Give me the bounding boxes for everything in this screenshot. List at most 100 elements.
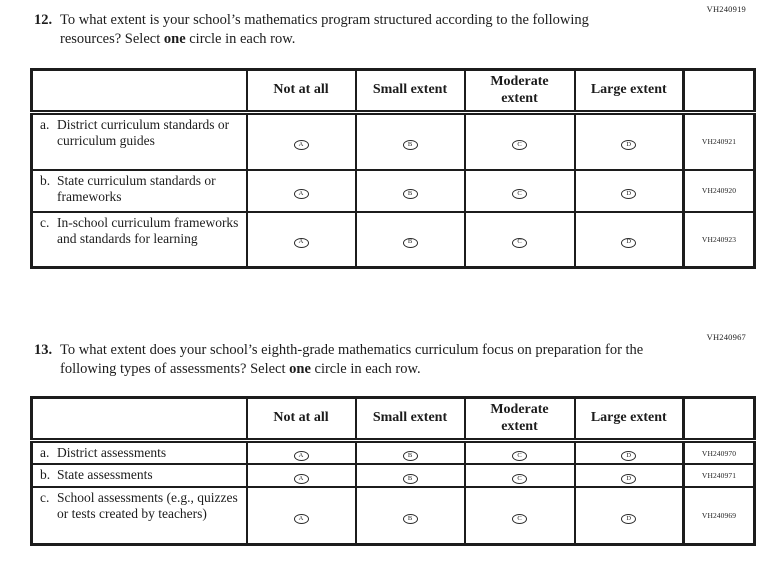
row-letter: c. — [40, 214, 50, 230]
question-13-table: Not at all Small extent Moderate extent … — [30, 396, 756, 547]
option-cell: D — [573, 210, 685, 269]
answer-bubble-b[interactable]: B — [402, 451, 418, 462]
question-12-table: Not at all Small extent Moderate extent … — [30, 68, 756, 269]
row-letter: a. — [40, 117, 50, 132]
header-moderate-extent: Moderate extent — [463, 68, 576, 115]
question-12-text-bold: one — [163, 30, 186, 47]
answer-bubble-b[interactable]: B — [402, 140, 418, 150]
row-code: VH240971 — [682, 463, 756, 488]
header-large-extent: Large extent — [573, 396, 685, 443]
option-cell: A — [245, 168, 357, 213]
row-code: VH240969 — [682, 485, 756, 546]
table-row: c. In-school curriculum frameworks and st… — [30, 210, 756, 269]
answer-bubble-a[interactable]: A — [293, 451, 309, 462]
option-cell: C — [463, 111, 576, 171]
row-letter: a. — [40, 445, 50, 460]
answer-bubble-a[interactable]: A — [293, 237, 309, 248]
header-not-at-all: Not at all — [245, 396, 357, 443]
question-13-number: 13. — [34, 342, 53, 358]
option-cell: B — [354, 485, 466, 546]
row-label: State curriculum standards or frameworks — [57, 172, 216, 204]
answer-bubble-a[interactable]: A — [293, 513, 309, 524]
answer-bubble-c[interactable]: C — [512, 473, 527, 484]
table-row: a. District assessments A B C D VH240970 — [30, 439, 756, 466]
row-letter: c. — [40, 489, 50, 505]
header-blank — [30, 68, 248, 115]
option-cell: D — [573, 168, 685, 213]
answer-bubble-a[interactable]: A — [293, 140, 309, 150]
row-label: District curriculum standards or curricu… — [57, 117, 230, 149]
answer-bubble-d[interactable]: D — [621, 140, 637, 150]
option-cell: D — [573, 439, 685, 466]
row-code: VH240920 — [682, 168, 756, 213]
answer-bubble-c[interactable]: C — [512, 451, 527, 462]
header-blank — [30, 396, 248, 443]
answer-bubble-a[interactable]: A — [293, 473, 309, 484]
row-letter: b. — [40, 172, 51, 188]
option-cell: B — [354, 210, 466, 269]
answer-bubble-d[interactable]: D — [621, 237, 637, 248]
row-label: In-school curriculum frameworks and stan… — [57, 214, 239, 246]
header-moderate-extent: Moderate extent — [463, 396, 576, 443]
form-code-q13: VH240967 — [706, 332, 746, 342]
option-cell: B — [354, 463, 466, 488]
option-cell: A — [245, 485, 357, 546]
question-12: 12. To what extent is your school’s math… — [34, 11, 644, 48]
option-cell: C — [463, 168, 576, 213]
table-row: b. State assessments A B C D VH240971 — [30, 463, 756, 488]
row-label: School assessments (e.g., quizzes or tes… — [57, 489, 238, 522]
table-row: a. District curriculum standards or curri… — [30, 111, 756, 171]
answer-bubble-a[interactable]: A — [293, 188, 309, 199]
option-cell: D — [573, 111, 685, 171]
answer-bubble-c[interactable]: C — [512, 140, 527, 150]
answer-bubble-d[interactable]: D — [621, 188, 637, 199]
header-code-blank — [682, 68, 756, 115]
row-label: State assessments — [57, 467, 153, 483]
row-label-cell: a. District curriculum standards or curri… — [30, 111, 248, 171]
option-cell: A — [245, 210, 357, 269]
header-small-extent: Small extent — [354, 68, 466, 115]
header-not-at-all: Not at all — [245, 68, 357, 115]
answer-bubble-c[interactable]: C — [512, 513, 527, 524]
option-cell: B — [354, 168, 466, 213]
question-13: 13. To what extent does your school’s ei… — [34, 341, 644, 378]
option-cell: A — [245, 463, 357, 488]
answer-bubble-d[interactable]: D — [621, 513, 637, 524]
question-12-text: To what extent is your school’s mathemat… — [60, 11, 644, 48]
option-cell: B — [354, 111, 466, 171]
row-code: VH240921 — [682, 111, 756, 171]
answer-bubble-b[interactable]: B — [402, 473, 418, 484]
question-12-number: 12. — [34, 12, 53, 28]
question-12-text-pre: To what extent is your school’s mathemat… — [60, 12, 589, 47]
question-13-text-post: circle in each row. — [310, 360, 421, 377]
row-code: VH240923 — [682, 210, 756, 269]
row-label-cell: a. District assessments — [30, 439, 248, 466]
answer-bubble-c[interactable]: C — [512, 237, 527, 248]
answer-bubble-b[interactable]: B — [402, 237, 418, 248]
answer-bubble-d[interactable]: D — [621, 473, 637, 484]
table-header-row: Not at all Small extent Moderate extent … — [30, 68, 756, 115]
question-13-text-bold: one — [289, 360, 311, 377]
table-row: c. School assessments (e.g., quizzes or t… — [30, 485, 756, 546]
answer-bubble-c[interactable]: C — [512, 188, 527, 199]
option-cell: C — [463, 485, 576, 546]
header-small-extent: Small extent — [354, 396, 466, 443]
row-label-cell: b. State assessments — [30, 463, 248, 488]
question-13-text-pre: To what extent does your school’s eighth… — [60, 342, 644, 377]
row-label-cell: c. School assessments (e.g., quizzes or t… — [30, 485, 248, 546]
answer-bubble-b[interactable]: B — [402, 513, 418, 524]
table-row: b. State curriculum standards or framewor… — [30, 168, 756, 213]
table-header-row: Not at all Small extent Moderate extent … — [30, 396, 756, 443]
row-label-cell: c. In-school curriculum frameworks and st… — [30, 210, 248, 269]
answer-bubble-b[interactable]: B — [402, 188, 418, 199]
row-label: District assessments — [57, 445, 167, 460]
option-cell: D — [573, 463, 685, 488]
form-code-q12: VH240919 — [706, 4, 746, 14]
row-code: VH240970 — [682, 439, 756, 466]
option-cell: A — [245, 439, 357, 466]
header-code-blank — [682, 396, 756, 443]
header-large-extent: Large extent — [573, 68, 685, 115]
option-cell: C — [463, 463, 576, 488]
answer-bubble-d[interactable]: D — [621, 451, 637, 462]
